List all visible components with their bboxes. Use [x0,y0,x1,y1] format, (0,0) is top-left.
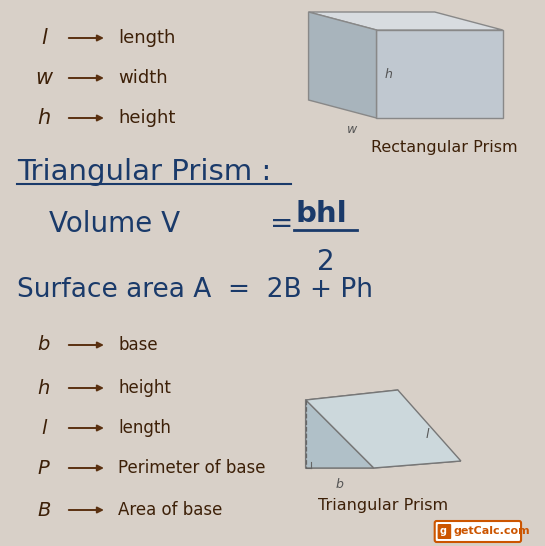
Text: Perimeter of base: Perimeter of base [118,459,266,477]
Polygon shape [308,12,502,30]
FancyBboxPatch shape [438,524,451,539]
Text: w: w [347,123,358,136]
Text: getCalc.com: getCalc.com [453,526,530,537]
Text: B: B [37,501,50,519]
Text: h: h [384,68,392,80]
Text: P: P [38,459,50,478]
Text: base: base [118,336,158,354]
Text: h: h [38,378,50,397]
Polygon shape [306,461,461,468]
Text: Volume V: Volume V [49,210,180,238]
Text: Area of base: Area of base [118,501,223,519]
Text: Rectangular Prism: Rectangular Prism [371,140,518,155]
Polygon shape [306,400,373,468]
Text: bhl: bhl [296,200,348,228]
Text: Triangular Prism :: Triangular Prism : [17,158,272,186]
Text: =: = [270,210,293,238]
Text: height: height [118,379,171,397]
Text: b: b [336,478,343,491]
Text: length: length [118,419,171,437]
Text: l: l [41,418,46,437]
Text: b: b [38,335,50,354]
Polygon shape [377,30,502,118]
Text: h: h [317,436,325,448]
FancyBboxPatch shape [435,521,521,542]
Text: l: l [41,28,46,48]
Text: Surface area A  =  2B + Ph: Surface area A = 2B + Ph [17,277,373,303]
Text: w: w [35,68,52,88]
Text: length: length [118,29,175,47]
Text: h: h [37,108,50,128]
Text: l: l [425,428,429,441]
Polygon shape [308,12,377,118]
Text: Triangular Prism: Triangular Prism [318,498,449,513]
Text: height: height [118,109,175,127]
Text: width: width [118,69,168,87]
Text: 2: 2 [317,248,335,276]
Text: g: g [440,526,446,536]
Polygon shape [306,390,461,468]
Polygon shape [306,390,398,468]
